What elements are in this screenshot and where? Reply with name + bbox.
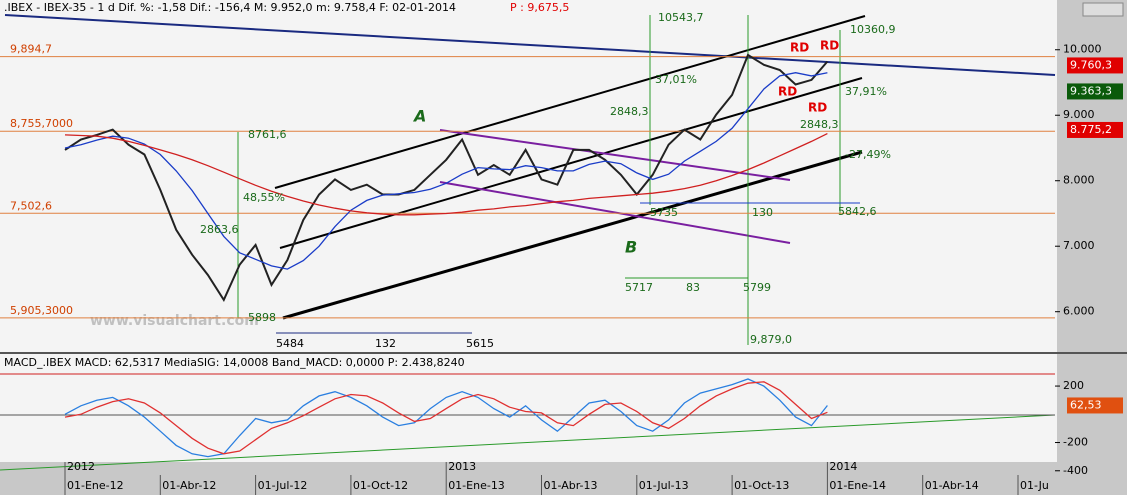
x-tick-label: 01-Jul-13 — [639, 479, 689, 492]
window-buttons[interactable] — [1082, 2, 1124, 17]
annotation: 5842,6 — [838, 205, 877, 218]
series-line — [64, 133, 828, 216]
trend-line — [279, 77, 863, 249]
header: .IBEX - IBEX-35 - 1 d Dif. %: -1,58 Dif.… — [4, 1, 456, 14]
x-tick-label: 01-Abr-12 — [162, 479, 216, 492]
trend-line — [282, 150, 863, 320]
price-badge — [1067, 83, 1123, 100]
watermark: www.visualchart.com — [90, 313, 259, 329]
annotation: 5615 — [466, 337, 494, 350]
annotation: 132 — [375, 337, 396, 350]
trend-line — [439, 129, 791, 181]
annotation: 130 — [752, 206, 773, 219]
annotation: 48,55% — [243, 191, 285, 204]
price-badge — [1067, 121, 1123, 138]
annotation: 2848,3 — [800, 118, 839, 131]
annotation: 9,879,0 — [750, 333, 792, 346]
x-tick-label: 01-Abr-14 — [925, 479, 979, 492]
header-price: P : 9,675,5 — [510, 1, 569, 14]
annotation: RD — [778, 85, 797, 99]
level-label: 8,755,7000 — [10, 117, 73, 130]
y-tick-label: -400 — [1063, 464, 1088, 477]
x-tick-label: 01-Oct-13 — [734, 479, 789, 492]
x-tick-label: 01-Ene-12 — [67, 479, 124, 492]
price-badge — [1067, 57, 1123, 74]
series-line — [64, 378, 828, 458]
series-line — [64, 53, 829, 302]
trend-line — [274, 15, 866, 189]
y-tick-label: 7.000 — [1063, 239, 1095, 252]
price-badge — [1067, 397, 1123, 414]
annotation: 37,01% — [655, 73, 697, 86]
x-tick-label: 01-Oct-12 — [353, 479, 408, 492]
y-tick-label: -200 — [1063, 436, 1088, 449]
annotation: 2863,6 — [200, 223, 239, 236]
annotation: 5717 — [625, 281, 653, 294]
trend-line — [439, 181, 791, 244]
y-tick-label: 200 — [1063, 379, 1084, 392]
trend-lines — [0, 14, 1056, 471]
price-badge-label: 9.363,3 — [1070, 84, 1112, 97]
level-label: 7,502,6 — [10, 199, 52, 212]
series-line — [64, 72, 828, 270]
annotation: 37,91% — [845, 85, 887, 98]
annotation: 5898 — [248, 311, 276, 324]
annotation: 5799 — [743, 281, 771, 294]
wave-label: A — [412, 107, 426, 126]
annotation: 83 — [686, 281, 700, 294]
x-tick-label: 01-Ene-14 — [829, 479, 886, 492]
y-tick-label: 9.000 — [1063, 108, 1095, 121]
y-tick-label: 10.000 — [1063, 43, 1102, 56]
price-badge-label: 62,53 — [1070, 398, 1102, 411]
annotation: 5484 — [276, 337, 304, 350]
annotation: 2848,3 — [610, 105, 649, 118]
annotation: 5735 — [650, 206, 678, 219]
year-label: 2012 — [67, 460, 95, 473]
annotation: RD — [820, 39, 839, 53]
trend-line — [4, 14, 1056, 76]
level-label: 9,894,7 — [10, 43, 52, 56]
x-tick-label: 01-Ene-13 — [448, 479, 505, 492]
annotation: 10543,7 — [658, 11, 704, 24]
x-tick-label: 01-Jul-12 — [258, 479, 308, 492]
year-label: 2014 — [829, 460, 857, 473]
year-label: 2013 — [448, 460, 476, 473]
level-label: 5,905,3000 — [10, 304, 73, 317]
x-tick-label: 01-Ju — [1020, 479, 1049, 492]
macd-header: MACD_.IBEX MACD: 62,5317 MediaSIG: 14,00… — [4, 356, 465, 369]
annotation: 10360,9 — [850, 23, 896, 36]
annotation: RD — [790, 41, 809, 55]
price-badge-label: 9.760,3 — [1070, 58, 1112, 71]
wave-label: B — [625, 238, 637, 257]
series-line — [64, 381, 828, 455]
price-badge-label: 8.775,2 — [1070, 123, 1112, 136]
annotation: RD — [808, 101, 827, 115]
y-tick-label: 6.000 — [1063, 305, 1095, 318]
annotation: -27,49% — [845, 148, 891, 161]
y-tick-label: 8.000 — [1063, 174, 1095, 187]
x-tick-label: 01-Abr-13 — [544, 479, 598, 492]
annotation: 8761,6 — [248, 128, 287, 141]
x-axis-strip — [0, 462, 1127, 495]
macd-trend-line — [0, 414, 1056, 471]
